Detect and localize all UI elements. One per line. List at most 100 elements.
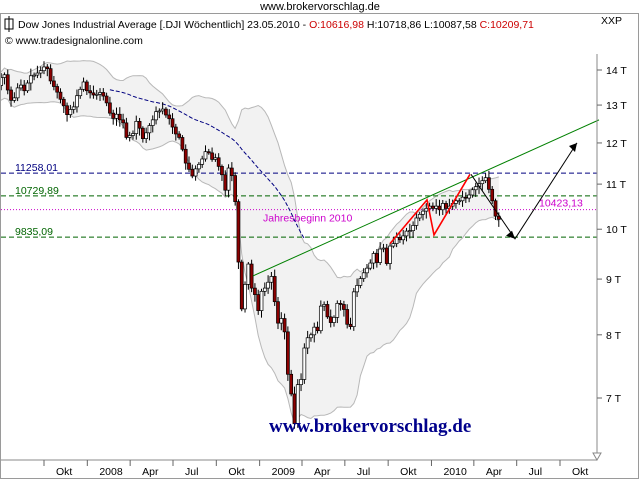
candle-body <box>338 302 343 305</box>
candle-body <box>437 205 442 211</box>
candle-body <box>61 98 66 107</box>
candle-body <box>318 305 323 332</box>
y-tick-label: 10 T <box>606 224 627 236</box>
candle-body <box>104 95 109 104</box>
candle-body <box>361 272 366 279</box>
x-tick-label: Jul <box>185 466 198 478</box>
bollinger-fill <box>1 60 499 423</box>
candle-body <box>345 309 350 325</box>
candle-body <box>371 253 376 264</box>
wedge-line <box>389 173 471 245</box>
candle-body <box>81 81 86 90</box>
candle-body <box>75 95 79 108</box>
candle-body <box>259 290 264 311</box>
candle-body <box>473 186 478 191</box>
candle-body <box>213 157 218 160</box>
annotations <box>252 119 600 277</box>
candle-body <box>22 84 27 92</box>
candle-body <box>65 105 69 115</box>
candle-body <box>431 205 435 209</box>
candle-body <box>200 158 205 165</box>
candle-body <box>230 167 234 176</box>
y-tick-label: 14 T <box>606 65 627 77</box>
candle-body <box>147 125 152 134</box>
candle-body <box>127 135 132 138</box>
candle-body <box>117 113 122 121</box>
candle-body <box>424 208 429 212</box>
candle-body <box>12 97 17 101</box>
x-tick-label: Jul <box>357 466 370 478</box>
candle-body <box>157 110 162 113</box>
candle-body <box>101 92 106 97</box>
candle-body <box>394 236 399 244</box>
candle-body <box>279 318 284 324</box>
candle-body <box>15 87 20 99</box>
x-tick-label: Okt <box>572 466 588 478</box>
candle-body <box>325 304 330 318</box>
candle-body <box>358 278 363 286</box>
candle-body <box>276 301 280 324</box>
candle-body <box>84 81 89 92</box>
candle-body <box>411 225 415 231</box>
moving-average-line <box>109 89 305 239</box>
candle-body <box>98 92 102 95</box>
x-tick-label: Okt <box>228 466 244 478</box>
candle-body <box>170 118 175 128</box>
candle-body <box>131 133 135 136</box>
candle-body <box>111 112 116 119</box>
candle-body <box>262 287 267 292</box>
y-tick-label: 12 T <box>606 138 627 150</box>
candle-body <box>55 86 60 93</box>
candle-body <box>378 248 383 263</box>
candle-body <box>322 304 326 307</box>
candle-body <box>239 261 244 310</box>
x-tick-label: Apr <box>142 466 159 478</box>
candle-body <box>58 91 63 100</box>
candle-body <box>328 316 333 323</box>
candle-body <box>32 74 36 77</box>
chart-frame: Dow Jones Industrial Average [.DJI Wöche… <box>0 13 639 479</box>
forecast-path <box>470 142 578 240</box>
y-axis: 14 T 13 T 12 T 11 T 10 T 9 T 8 T 7 T <box>597 65 627 405</box>
candle-body <box>223 174 228 191</box>
candle-body <box>91 92 96 96</box>
candle-body <box>249 263 254 289</box>
bollinger-upper <box>1 60 499 279</box>
candle-body <box>342 304 346 310</box>
candle-body <box>206 151 211 154</box>
candle-body <box>134 121 139 134</box>
candle-body <box>197 163 201 170</box>
candle-body <box>289 373 294 395</box>
candle-body <box>355 285 359 293</box>
y-tick-label: 8 T <box>606 330 622 342</box>
level-label: 9835,09 <box>15 226 53 238</box>
candle-body <box>25 82 30 92</box>
candle-body <box>193 168 198 177</box>
candle-body <box>365 267 369 274</box>
copyright-text: © www.tradesignalonline.com <box>5 35 143 47</box>
candle-body <box>48 68 53 82</box>
candle-body <box>35 72 40 76</box>
candle-body <box>121 119 125 124</box>
candle-body <box>173 126 178 135</box>
candle-body <box>144 132 149 139</box>
candle-body <box>180 137 185 150</box>
candle-body <box>312 326 317 336</box>
candle-body <box>88 90 92 94</box>
x-tick-label: 2009 <box>272 466 296 478</box>
candle-body <box>141 127 145 139</box>
scroll-arrow-icon[interactable] <box>592 452 602 462</box>
candle-body <box>434 205 439 209</box>
candle-body <box>305 337 310 349</box>
candle-body <box>114 113 119 119</box>
y-tick-label: 7 T <box>606 393 622 405</box>
candle-body <box>368 262 373 269</box>
watermark-text: www.brokervorschlag.de <box>269 416 471 437</box>
candle-body <box>203 151 208 160</box>
trend-line <box>252 119 600 277</box>
candle-body <box>42 66 46 72</box>
candle-body <box>384 247 389 264</box>
candle-body <box>137 121 142 129</box>
candle-body <box>68 109 73 115</box>
candle-body <box>108 102 112 114</box>
